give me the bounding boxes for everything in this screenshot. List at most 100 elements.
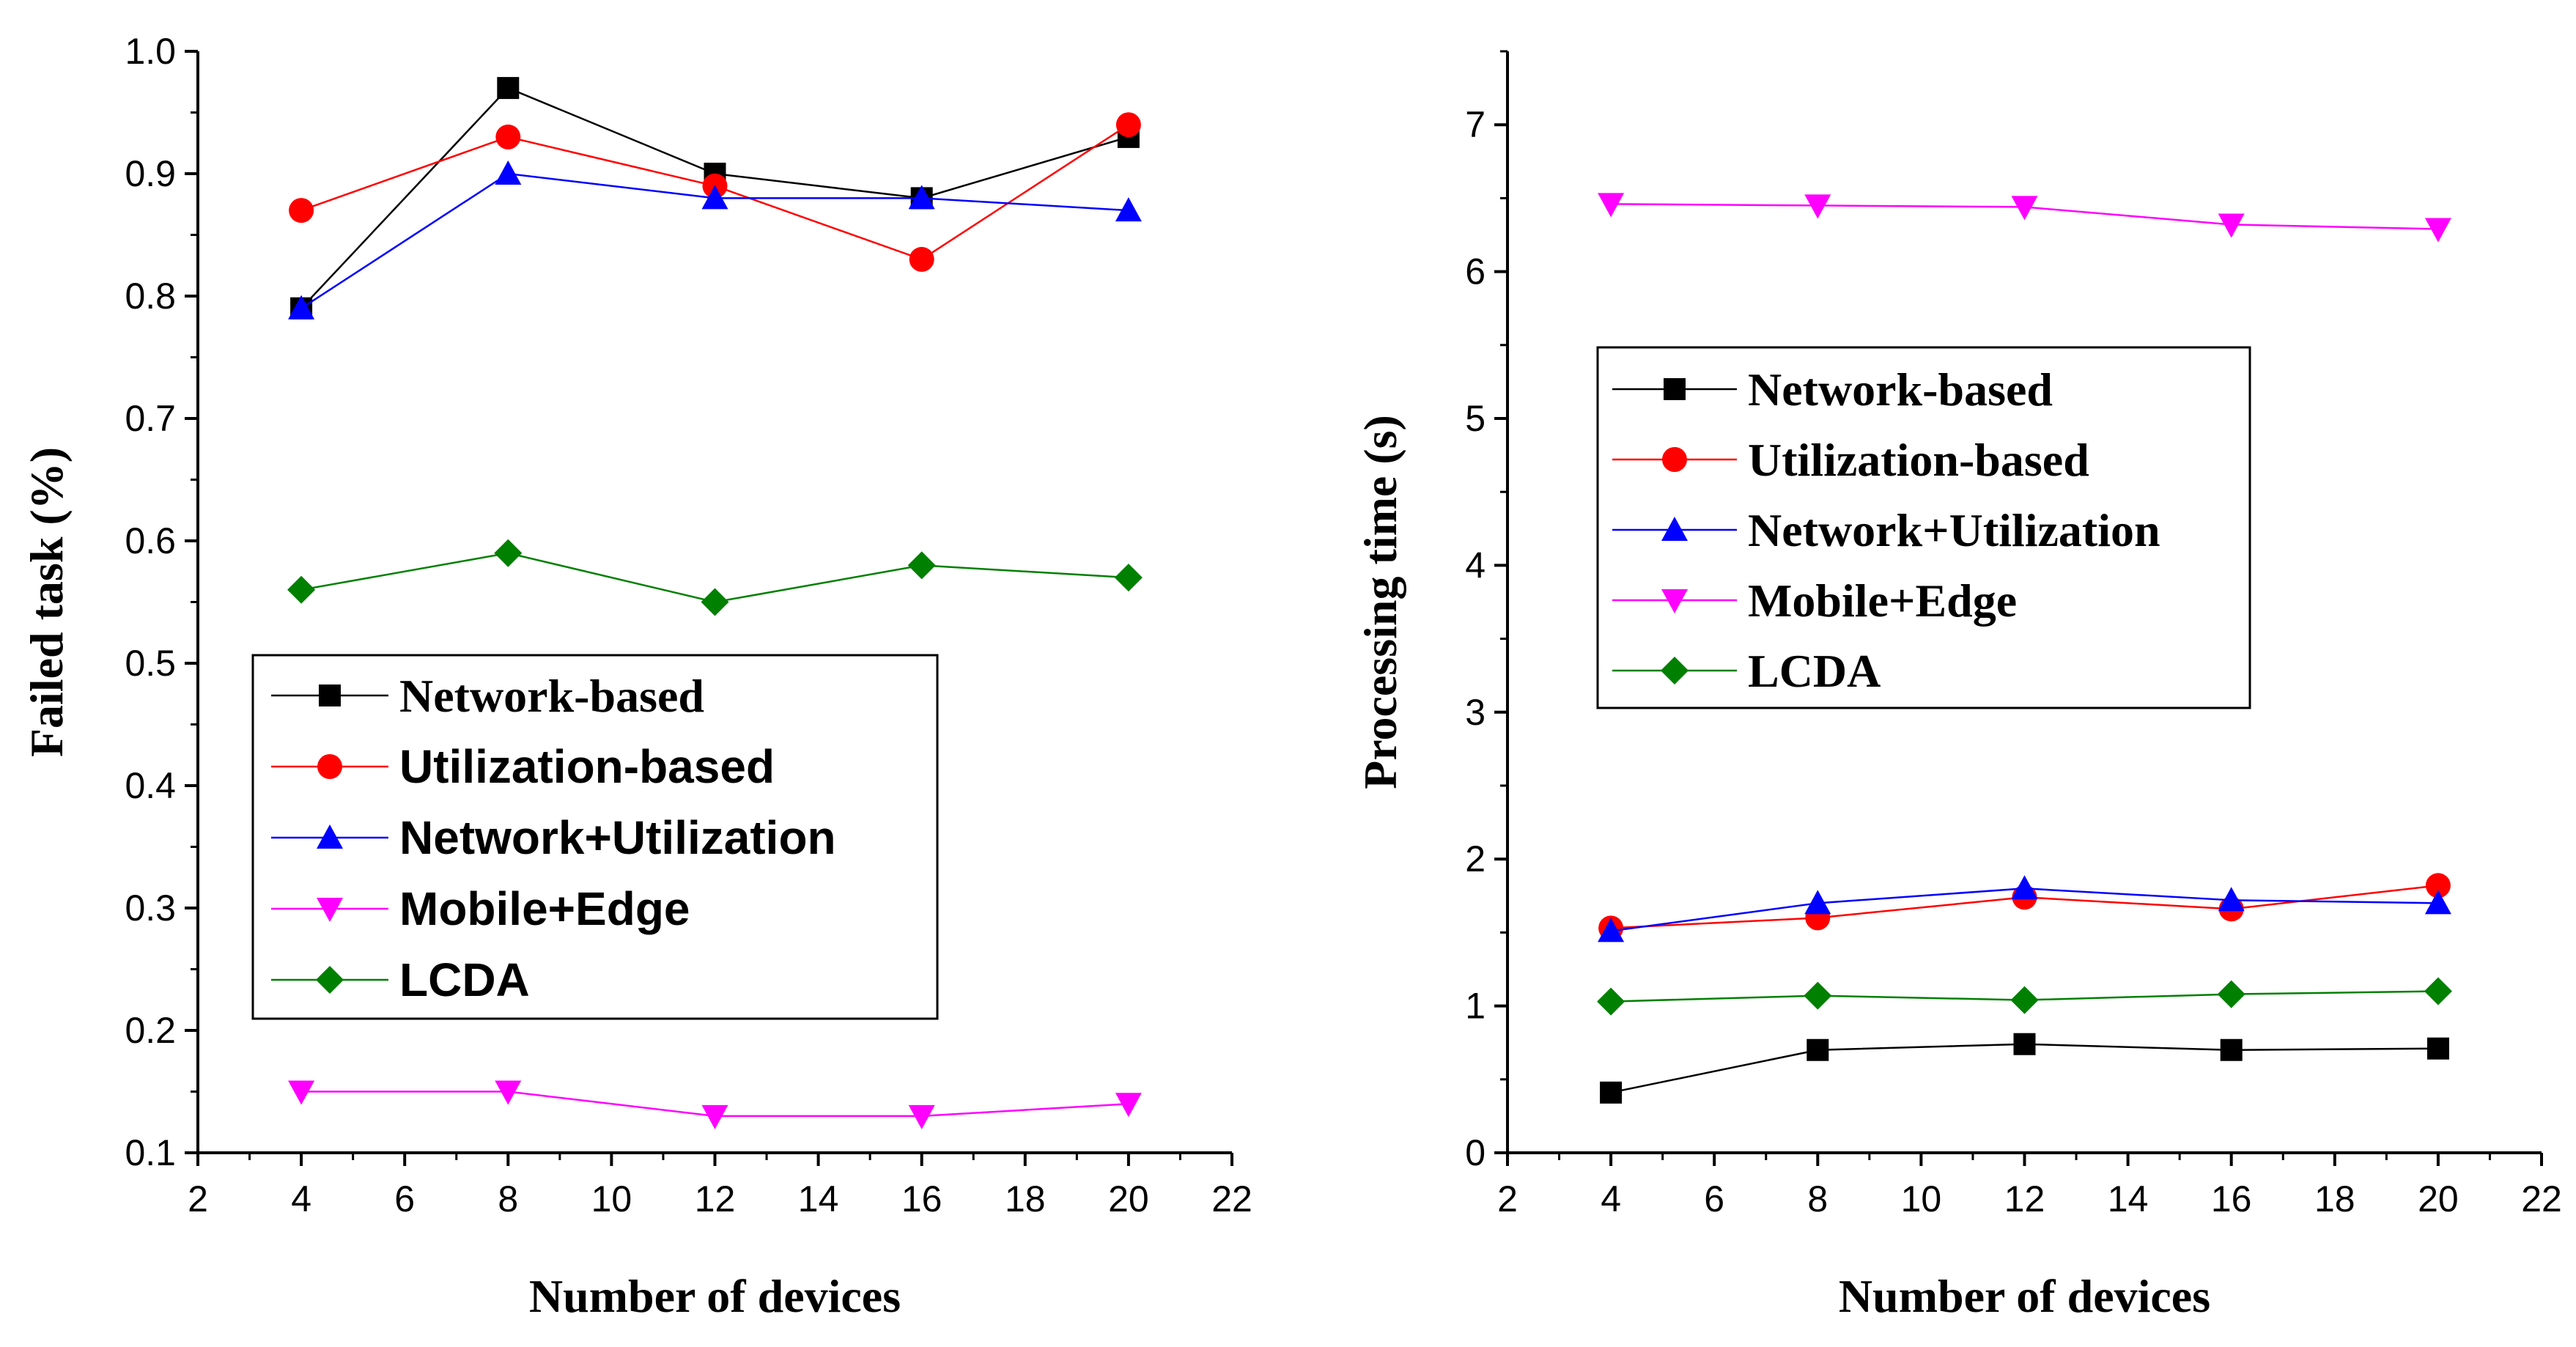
y-tick-label: 5 — [1465, 398, 1486, 439]
x-tick-label: 22 — [2521, 1178, 2562, 1219]
chart-panel-1: 2 4 6 8 10 12 14 16 18 20 22 0.1 0.2 0.3 0.4 0.5 0.6 0.7 0… — [21, 31, 1252, 1322]
x-tick-label: 18 — [2314, 1178, 2355, 1219]
data-point — [1115, 197, 1142, 222]
legend-label: Mobile+Edge — [1748, 575, 2017, 627]
legend-label: Network-based — [399, 670, 704, 722]
data-point — [495, 124, 521, 150]
x-tick-label: 2 — [1497, 1178, 1518, 1219]
x-tick-label: 18 — [1005, 1178, 1046, 1219]
data-point — [289, 198, 314, 224]
legend-box — [1596, 346, 2251, 709]
series-lcda — [287, 539, 1143, 616]
data-point — [288, 1080, 315, 1105]
data-point — [908, 185, 935, 210]
legend-marker — [319, 684, 341, 706]
legend: Network-based Utilization-based Network+Ut… — [251, 654, 939, 1020]
data-point — [2217, 980, 2245, 1008]
legend-label: Mobile+Edge — [399, 882, 690, 935]
data-point — [2010, 986, 2039, 1014]
x-tick-label: 6 — [1704, 1178, 1724, 1219]
data-point — [2218, 213, 2245, 238]
x-tick-label: 8 — [498, 1178, 518, 1219]
series-network-based — [1600, 1033, 2449, 1104]
legend-marker — [317, 898, 343, 922]
x-tick-label: 12 — [695, 1178, 736, 1219]
data-point — [288, 295, 315, 320]
data-point — [497, 77, 520, 100]
legend-marker — [317, 754, 342, 779]
data-point — [287, 575, 316, 604]
y-tick-label: 0.7 — [125, 398, 176, 439]
data-point — [1804, 194, 1831, 219]
legend-marker — [1661, 589, 1688, 613]
legend: Network-based Utilization-based Network+Ut… — [1596, 346, 2251, 709]
data-point — [701, 185, 728, 210]
y-tick-label: 0.4 — [125, 765, 176, 806]
data-point — [909, 246, 934, 272]
data-point — [701, 588, 729, 616]
x-tick-label: 12 — [2004, 1178, 2045, 1219]
data-point — [1600, 1081, 1623, 1104]
legend-marker — [317, 824, 343, 849]
data-point — [701, 1104, 728, 1129]
y-tick-label: 0.6 — [125, 520, 176, 561]
data-point — [2011, 875, 2038, 900]
legend-marker — [1661, 657, 1689, 684]
x-tick-label: 20 — [2418, 1178, 2459, 1219]
legend-marker — [1664, 378, 1686, 400]
data-point — [1115, 112, 1141, 138]
x-tick-label: 22 — [1211, 1178, 1252, 1219]
x-tick-label: 14 — [2108, 1178, 2149, 1219]
y-tick-label: 4 — [1465, 545, 1486, 586]
series-network-utilization — [1598, 875, 2451, 942]
data-point — [907, 551, 936, 580]
x-tick-label: 20 — [1108, 1178, 1149, 1219]
data-point — [1806, 1038, 1829, 1061]
data-point — [2218, 887, 2245, 912]
data-point — [2424, 890, 2451, 915]
y-tick-label: 0.2 — [125, 1010, 176, 1051]
x-axis-title: Number of devices — [529, 1270, 901, 1322]
legend-marker — [1662, 447, 1687, 472]
x-tick-label: 2 — [188, 1178, 208, 1219]
data-point — [2426, 1037, 2449, 1060]
legend-marker — [1661, 517, 1688, 541]
legend-label: Network+Utilization — [399, 811, 836, 864]
x-tick-label: 8 — [1807, 1178, 1828, 1219]
y-axis-title: Processing time (s) — [1354, 415, 1406, 789]
x-tick-label: 14 — [798, 1178, 839, 1219]
data-point — [494, 539, 523, 567]
data-point — [2011, 196, 2038, 221]
y-tick-label: 6 — [1465, 251, 1486, 292]
legend-label: Utilization-based — [1748, 434, 2089, 486]
data-point — [1598, 193, 1625, 218]
x-tick-label: 6 — [394, 1178, 415, 1219]
y-tick-label: 0.5 — [125, 643, 176, 684]
series-network-utilization — [288, 160, 1142, 320]
series-lcda — [1597, 977, 2452, 1016]
data-point — [1597, 987, 1625, 1016]
data-point — [2424, 218, 2451, 243]
data-point — [2424, 977, 2452, 1005]
x-tick-label: 10 — [591, 1178, 632, 1219]
data-point — [2013, 1033, 2036, 1055]
legend-label: Utilization-based — [399, 740, 775, 793]
y-tick-label: 0.3 — [125, 887, 176, 929]
data-point — [1114, 564, 1143, 592]
x-axis-title: Number of devices — [1839, 1270, 2210, 1322]
y-tick-label: 7 — [1465, 104, 1486, 145]
series-mobile-edge — [288, 1080, 1142, 1129]
y-tick-label: 1 — [1465, 986, 1486, 1027]
y-tick-label: 0.1 — [125, 1132, 176, 1173]
legend-label: LCDA — [1748, 645, 1881, 697]
data-point — [1804, 890, 1831, 915]
y-tick-label: 0 — [1465, 1132, 1486, 1173]
y-tick-label: 0.8 — [125, 276, 176, 317]
data-point — [908, 1104, 935, 1129]
y-axis-title: Failed task (%) — [21, 447, 73, 757]
data-point — [495, 1080, 522, 1105]
series-mobile-edge — [1598, 193, 2451, 243]
